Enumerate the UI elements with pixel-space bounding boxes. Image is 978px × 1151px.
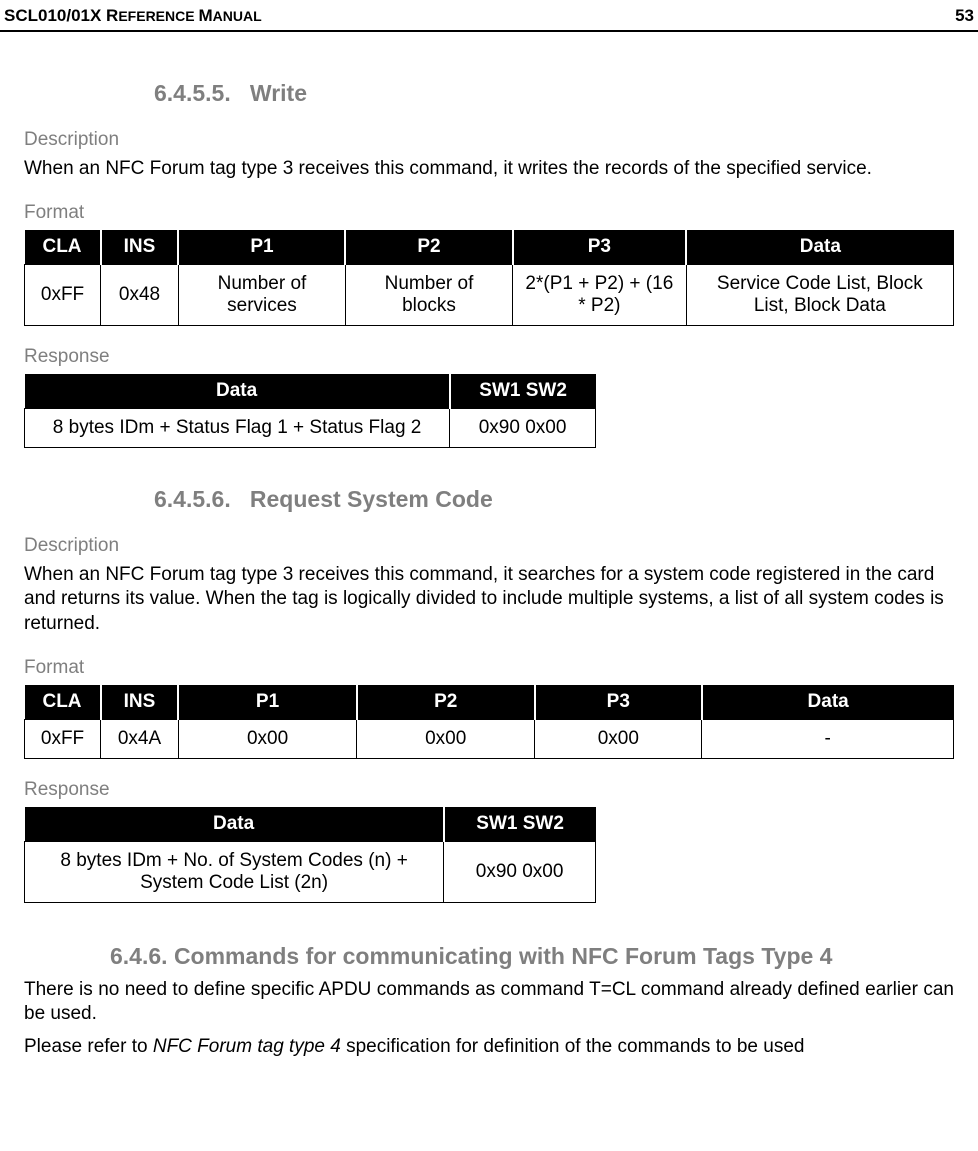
- th-p3: P3: [535, 685, 702, 720]
- page-number: 53: [955, 6, 974, 26]
- label-response-6455: Response: [24, 346, 954, 368]
- heading-646-title: Commands for communicating with NFC Foru…: [174, 943, 833, 969]
- table-row: 0xFF 0x48 Number of services Number of b…: [25, 264, 954, 325]
- label-format-6456: Format: [24, 657, 954, 679]
- title-part-b: EFERENCE: [118, 8, 198, 24]
- table-response-6456: Data SW1 SW2 8 bytes IDm + No. of System…: [24, 807, 596, 903]
- th-p1: P1: [178, 685, 356, 720]
- table-format-6456: CLA INS P1 P2 P3 Data 0xFF 0x4A 0x00 0x0…: [24, 685, 954, 759]
- td-ins: 0x48: [101, 264, 179, 325]
- td-cla: 0xFF: [25, 719, 101, 758]
- title-part-d: ANUAL: [213, 8, 262, 24]
- table-header-row: CLA INS P1 P2 P3 Data: [25, 230, 954, 265]
- text-646-p2a: Please refer to: [24, 1036, 153, 1057]
- table-header-row: Data SW1 SW2: [25, 374, 596, 409]
- heading-6455-number: 6.4.5.5.: [154, 80, 231, 106]
- td-p1: 0x00: [178, 719, 356, 758]
- text-646-p2: Please refer to NFC Forum tag type 4 spe…: [24, 1035, 954, 1060]
- td-ins: 0x4A: [101, 719, 179, 758]
- table-response-6455: Data SW1 SW2 8 bytes IDm + Status Flag 1…: [24, 374, 596, 448]
- label-description-6455: Description: [24, 129, 954, 151]
- th-p2: P2: [357, 685, 535, 720]
- heading-6456: 6.4.5.6. Request System Code: [154, 486, 954, 513]
- th-data: Data: [25, 807, 444, 842]
- td-p2: Number of blocks: [345, 264, 512, 325]
- td-sw: 0x90 0x00: [450, 408, 596, 447]
- th-p3: P3: [513, 230, 687, 265]
- th-cla: CLA: [25, 230, 101, 265]
- table-format-6455: CLA INS P1 P2 P3 Data 0xFF 0x48 Number o…: [24, 230, 954, 326]
- page-header: SCL010/01X REFERENCE MANUAL 53: [0, 0, 978, 32]
- label-description-6456: Description: [24, 535, 954, 557]
- th-sw: SW1 SW2: [444, 807, 596, 842]
- td-cla: 0xFF: [25, 264, 101, 325]
- text-646-p2b: NFC Forum tag type 4: [153, 1036, 341, 1057]
- th-data: Data: [702, 685, 954, 720]
- label-response-6456: Response: [24, 779, 954, 801]
- td-data: Service Code List, Block List, Block Dat…: [686, 264, 953, 325]
- th-cla: CLA: [25, 685, 101, 720]
- td-data: 8 bytes IDm + No. of System Codes (n) + …: [25, 841, 444, 902]
- th-data: Data: [25, 374, 450, 409]
- heading-6456-number: 6.4.5.6.: [154, 486, 231, 512]
- title-part-c: M: [198, 6, 212, 25]
- heading-646-number: 6.4.6.: [110, 943, 168, 969]
- table-header-row: Data SW1 SW2: [25, 807, 596, 842]
- table-header-row: CLA INS P1 P2 P3 Data: [25, 685, 954, 720]
- text-description-6455: When an NFC Forum tag type 3 receives th…: [24, 157, 954, 182]
- text-description-6456: When an NFC Forum tag type 3 receives th…: [24, 563, 954, 637]
- td-p3: 0x00: [535, 719, 702, 758]
- td-p1: Number of services: [178, 264, 345, 325]
- text-646-p2c: specification for definition of the comm…: [341, 1036, 805, 1057]
- title-part-a: SCL010/01X R: [4, 6, 118, 25]
- label-format-6455: Format: [24, 202, 954, 224]
- td-p2: 0x00: [357, 719, 535, 758]
- table-row: 0xFF 0x4A 0x00 0x00 0x00 -: [25, 719, 954, 758]
- doc-title: SCL010/01X REFERENCE MANUAL: [4, 6, 262, 26]
- heading-6456-title: Request System Code: [250, 486, 493, 512]
- th-sw: SW1 SW2: [450, 374, 596, 409]
- td-p3: 2*(P1 + P2) + (16 * P2): [513, 264, 687, 325]
- table-row: 8 bytes IDm + No. of System Codes (n) + …: [25, 841, 596, 902]
- heading-646: 6.4.6. Commands for communicating with N…: [110, 943, 954, 970]
- heading-6455: 6.4.5.5. Write: [154, 80, 954, 107]
- th-ins: INS: [101, 230, 179, 265]
- td-data: 8 bytes IDm + Status Flag 1 + Status Fla…: [25, 408, 450, 447]
- table-row: 8 bytes IDm + Status Flag 1 + Status Fla…: [25, 408, 596, 447]
- td-sw: 0x90 0x00: [444, 841, 596, 902]
- heading-6455-title: Write: [250, 80, 307, 106]
- th-ins: INS: [101, 685, 179, 720]
- th-data: Data: [686, 230, 953, 265]
- text-646-p1: There is no need to define specific APDU…: [24, 978, 954, 1027]
- th-p2: P2: [345, 230, 512, 265]
- th-p1: P1: [178, 230, 345, 265]
- page-content: 6.4.5.5. Write Description When an NFC F…: [0, 80, 978, 1060]
- td-data: -: [702, 719, 954, 758]
